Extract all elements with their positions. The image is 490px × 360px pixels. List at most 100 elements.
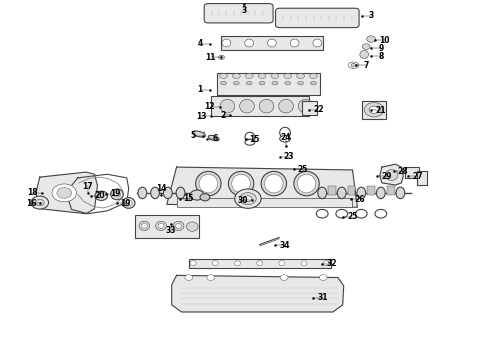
Ellipse shape: [173, 221, 184, 230]
Text: 28: 28: [397, 167, 408, 176]
Text: 27: 27: [412, 172, 423, 181]
Text: 6: 6: [212, 134, 218, 143]
Ellipse shape: [367, 36, 375, 42]
Ellipse shape: [318, 187, 327, 199]
Text: 25: 25: [297, 165, 308, 174]
Text: 8: 8: [378, 52, 384, 61]
Ellipse shape: [280, 127, 291, 138]
Ellipse shape: [351, 63, 356, 67]
Bar: [347, 186, 355, 195]
Polygon shape: [172, 275, 343, 312]
Ellipse shape: [31, 196, 49, 209]
Text: 1: 1: [197, 85, 203, 94]
Ellipse shape: [310, 73, 318, 78]
Text: 21: 21: [375, 105, 386, 114]
Ellipse shape: [311, 81, 317, 85]
Text: 3: 3: [368, 11, 374, 20]
Text: 4: 4: [197, 39, 203, 48]
Ellipse shape: [185, 275, 193, 280]
Ellipse shape: [285, 81, 291, 85]
Ellipse shape: [111, 189, 123, 200]
Text: 33: 33: [166, 226, 176, 235]
Bar: [328, 186, 336, 195]
Ellipse shape: [245, 132, 255, 141]
Ellipse shape: [138, 187, 147, 199]
Ellipse shape: [375, 210, 387, 218]
Ellipse shape: [125, 201, 132, 206]
Ellipse shape: [151, 187, 159, 199]
Ellipse shape: [35, 199, 44, 206]
Text: 25: 25: [347, 212, 358, 221]
Text: 14: 14: [156, 184, 166, 193]
Ellipse shape: [297, 174, 316, 193]
Text: 10: 10: [379, 36, 390, 45]
Ellipse shape: [190, 261, 196, 266]
Ellipse shape: [313, 39, 322, 47]
Bar: [220, 36, 323, 50]
Text: 20: 20: [94, 191, 105, 200]
Ellipse shape: [240, 193, 256, 205]
Ellipse shape: [232, 174, 250, 193]
Ellipse shape: [228, 171, 254, 196]
Ellipse shape: [385, 170, 398, 180]
Ellipse shape: [362, 44, 370, 49]
Ellipse shape: [245, 73, 253, 78]
Ellipse shape: [290, 39, 299, 47]
Ellipse shape: [284, 73, 292, 78]
Ellipse shape: [301, 261, 307, 266]
Ellipse shape: [271, 73, 279, 78]
Ellipse shape: [235, 189, 261, 208]
Polygon shape: [167, 167, 357, 207]
Text: 29: 29: [381, 172, 392, 181]
Text: 12: 12: [204, 102, 215, 111]
Text: 11: 11: [205, 53, 216, 62]
Text: 17: 17: [82, 182, 93, 191]
Ellipse shape: [348, 62, 359, 68]
Bar: [211, 96, 309, 116]
Ellipse shape: [158, 224, 164, 228]
Bar: [367, 186, 375, 195]
Ellipse shape: [259, 99, 274, 113]
Ellipse shape: [190, 190, 204, 200]
Ellipse shape: [235, 261, 241, 266]
Text: 23: 23: [284, 152, 294, 161]
Ellipse shape: [355, 210, 367, 218]
Text: 3: 3: [242, 5, 246, 14]
Bar: [217, 73, 320, 95]
Ellipse shape: [369, 106, 379, 113]
Ellipse shape: [376, 187, 385, 199]
FancyBboxPatch shape: [204, 4, 273, 23]
Ellipse shape: [122, 198, 135, 208]
Ellipse shape: [298, 99, 313, 113]
Ellipse shape: [57, 188, 72, 198]
Ellipse shape: [98, 194, 104, 198]
Polygon shape: [36, 172, 98, 214]
Text: 34: 34: [280, 241, 290, 250]
Ellipse shape: [259, 81, 265, 85]
Ellipse shape: [245, 39, 253, 47]
Ellipse shape: [163, 187, 172, 199]
Text: 19: 19: [110, 189, 120, 198]
Ellipse shape: [297, 81, 303, 85]
Ellipse shape: [357, 187, 366, 199]
Ellipse shape: [142, 224, 147, 228]
Ellipse shape: [337, 187, 346, 199]
Ellipse shape: [317, 210, 328, 218]
Text: 24: 24: [281, 133, 291, 142]
Ellipse shape: [175, 224, 181, 228]
Ellipse shape: [279, 99, 294, 113]
Ellipse shape: [265, 174, 283, 193]
Bar: [189, 259, 331, 268]
Bar: [416, 171, 427, 185]
Ellipse shape: [294, 171, 319, 196]
Ellipse shape: [272, 81, 278, 85]
Ellipse shape: [319, 275, 327, 280]
Ellipse shape: [196, 171, 221, 196]
Text: 19: 19: [121, 199, 131, 208]
Text: 18: 18: [27, 188, 38, 197]
Ellipse shape: [114, 192, 121, 197]
Ellipse shape: [139, 221, 150, 230]
Ellipse shape: [95, 191, 108, 201]
Ellipse shape: [193, 131, 205, 137]
Ellipse shape: [280, 135, 291, 142]
